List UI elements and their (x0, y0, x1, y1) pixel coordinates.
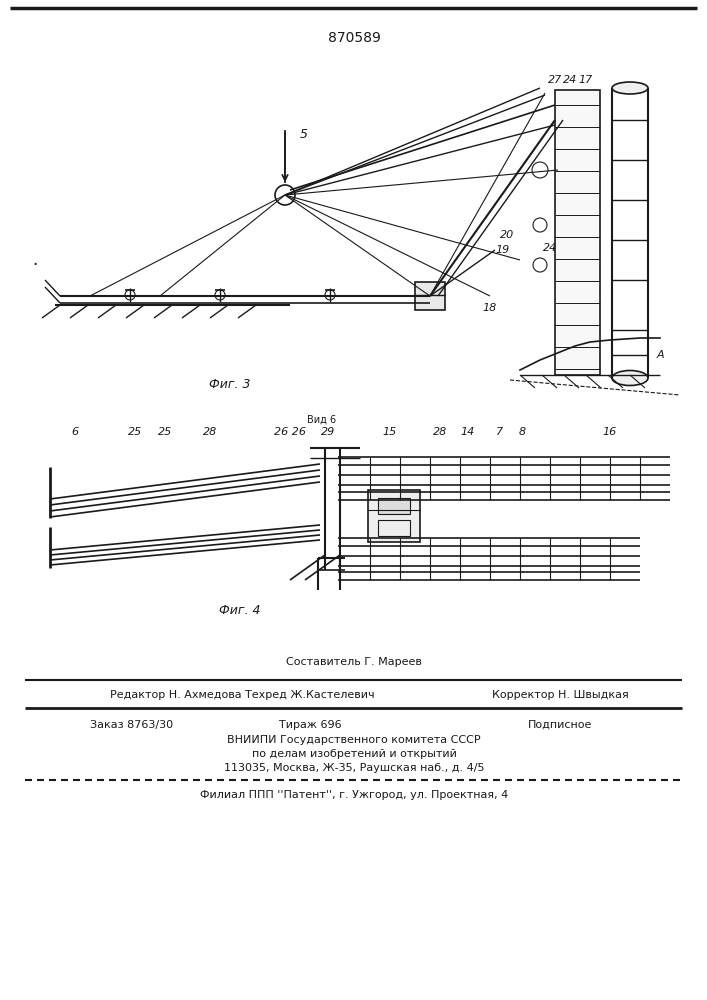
Text: Вид 6: Вид 6 (308, 415, 337, 425)
Text: по делам изобретений и открытий: по делам изобретений и открытий (252, 749, 457, 759)
Text: 113035, Москва, Ж-35, Раушская наб., д. 4/5: 113035, Москва, Ж-35, Раушская наб., д. … (223, 763, 484, 773)
Text: 27: 27 (548, 75, 562, 85)
Text: Редактор Н. Ахмедова: Редактор Н. Ахмедова (110, 690, 242, 700)
Text: 15: 15 (383, 427, 397, 437)
Text: 14: 14 (461, 427, 475, 437)
Text: 5: 5 (300, 128, 308, 141)
Text: 25: 25 (158, 427, 172, 437)
Text: 24: 24 (543, 243, 557, 253)
Text: 19: 19 (496, 245, 510, 255)
Text: Корректор Н. Швыдкая: Корректор Н. Швыдкая (491, 690, 629, 700)
Text: 26 26: 26 26 (274, 427, 306, 437)
Text: Подписное: Подписное (528, 720, 592, 730)
Text: Фиг. 3: Фиг. 3 (209, 378, 251, 391)
Bar (368, 490, 420, 542)
Text: .: . (33, 251, 37, 269)
Text: 7: 7 (496, 427, 503, 437)
Text: Составитель Г. Мареев: Составитель Г. Мареев (286, 657, 422, 667)
Text: A: A (656, 350, 664, 360)
Text: ВНИИПИ Государственного комитета СССР: ВНИИПИ Государственного комитета СССР (227, 735, 481, 745)
Text: Филиал ППП ''Патент'', г. Ужгород, ул. Проектная, 4: Филиал ППП ''Патент'', г. Ужгород, ул. П… (200, 790, 508, 800)
Text: Заказ 8763/30: Заказ 8763/30 (90, 720, 173, 730)
Text: Техред Ж.Кастелевич: Техред Ж.Кастелевич (245, 690, 375, 700)
Text: 17: 17 (578, 75, 592, 85)
Ellipse shape (612, 82, 648, 94)
Text: 28: 28 (433, 427, 447, 437)
Bar (378, 520, 410, 536)
Text: 6: 6 (71, 427, 78, 437)
Text: Фиг. 4: Фиг. 4 (219, 603, 261, 616)
Text: 29: 29 (321, 427, 335, 437)
Text: 24: 24 (563, 75, 577, 85)
Bar (378, 498, 410, 514)
Text: 870589: 870589 (327, 31, 380, 45)
Text: 16: 16 (603, 427, 617, 437)
Text: 20: 20 (500, 230, 514, 240)
Text: 18: 18 (483, 303, 497, 313)
Text: 8: 8 (518, 427, 525, 437)
Text: Тираж 696: Тираж 696 (279, 720, 341, 730)
Bar (555, 90, 600, 375)
Text: 25: 25 (128, 427, 142, 437)
Ellipse shape (612, 370, 648, 385)
Text: 28: 28 (203, 427, 217, 437)
Bar (415, 282, 445, 310)
